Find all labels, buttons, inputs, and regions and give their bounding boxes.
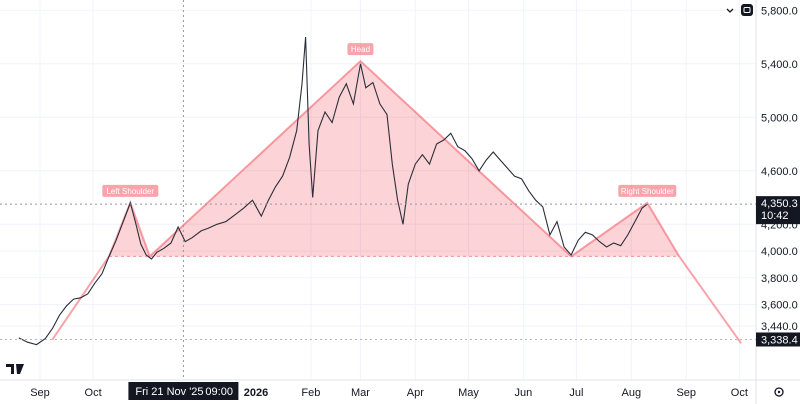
pattern-label-box	[102, 184, 159, 197]
pattern-labels: Left Shoulder Head Right Shoulder	[102, 43, 677, 197]
crosshair-date-label: Fri 21 Nov '25	[135, 386, 203, 398]
screenshot-box	[741, 4, 753, 16]
pattern-label-box	[618, 184, 677, 197]
left-shoulder-fill	[109, 202, 150, 257]
crosshair-time-label: 09:00	[205, 386, 233, 398]
x-tick-label: Mar	[351, 387, 370, 399]
pattern-label-text: Head	[351, 45, 370, 54]
settings-gear-icon[interactable]	[774, 387, 784, 397]
x-tick-label: Oct	[85, 387, 102, 399]
pattern-label-2: Right Shoulder	[618, 184, 677, 197]
countdown-label: 10:42	[761, 210, 789, 222]
last-price-box	[756, 196, 800, 225]
crosshair-date-box	[128, 382, 239, 400]
y-tick-label: 3,440.0	[761, 321, 798, 333]
target-price-label: 3,338.4	[761, 334, 798, 346]
series	[18, 36, 648, 346]
x-tick-label: Sep	[30, 387, 50, 399]
pattern-label-text: Right Shoulder	[621, 187, 674, 196]
pattern-label-0: Left Shoulder	[102, 184, 159, 197]
x-tick-label: Feb	[301, 387, 320, 399]
pattern-label-1: Head	[347, 43, 374, 56]
x-tick-label: Aug	[622, 387, 642, 399]
head-fill	[149, 61, 572, 257]
screenshot-glyph	[743, 7, 751, 13]
price-line	[18, 36, 648, 346]
chevron-down-icon[interactable]	[726, 8, 734, 13]
x-tick-year: 2026	[244, 387, 268, 399]
y-tick-label: 3,600.0	[761, 300, 798, 312]
x-tick-label: May	[458, 387, 479, 399]
tradingview-logo-icon	[6, 364, 24, 374]
last-price-label: 4,350.3	[761, 198, 798, 210]
x-tick-label: Apr	[407, 387, 424, 399]
y-tick-label: 5,800.0	[761, 5, 798, 17]
crosshair-date-tag: Fri 21 Nov '25 09:00	[128, 382, 239, 400]
right-shoulder-fill	[571, 202, 680, 257]
target-price-box	[756, 332, 800, 347]
tradingview-logo-shape	[6, 364, 24, 374]
pattern-label-box	[347, 43, 374, 56]
chart-chrome	[6, 4, 784, 397]
y-tick-label: 4,600.0	[761, 166, 798, 178]
pattern-outline	[51, 59, 742, 344]
x-tick-label: Jul	[569, 387, 583, 399]
y-tick-label: 5,400.0	[761, 59, 798, 71]
screenshot-icon[interactable]	[741, 4, 753, 16]
gear-ring	[774, 387, 784, 397]
gear-hub	[777, 390, 781, 394]
chevron-shape	[726, 8, 734, 13]
y-axis: 5,800.05,400.05,000.04,600.04,200.04,000…	[761, 5, 798, 333]
x-tick-label: Sep	[676, 387, 696, 399]
x-tick-label: Jun	[514, 387, 532, 399]
y-tick-label: 5,000.0	[761, 112, 798, 124]
pattern	[51, 59, 742, 344]
x-axis[interactable]: Sep Oct Feb Mar Apr May Jun Jul Aug Sep Oct 2026 Fri…	[30, 382, 748, 400]
price-tags: 4,350.310:42 3,338.4	[756, 196, 800, 347]
pattern-label-text: Left Shoulder	[106, 187, 154, 196]
y-tick-label: 3,800.0	[761, 273, 798, 285]
y-tick-label: 4,000.0	[761, 246, 798, 258]
x-tick-label: Oct	[731, 387, 748, 399]
crosshair	[0, 0, 756, 380]
